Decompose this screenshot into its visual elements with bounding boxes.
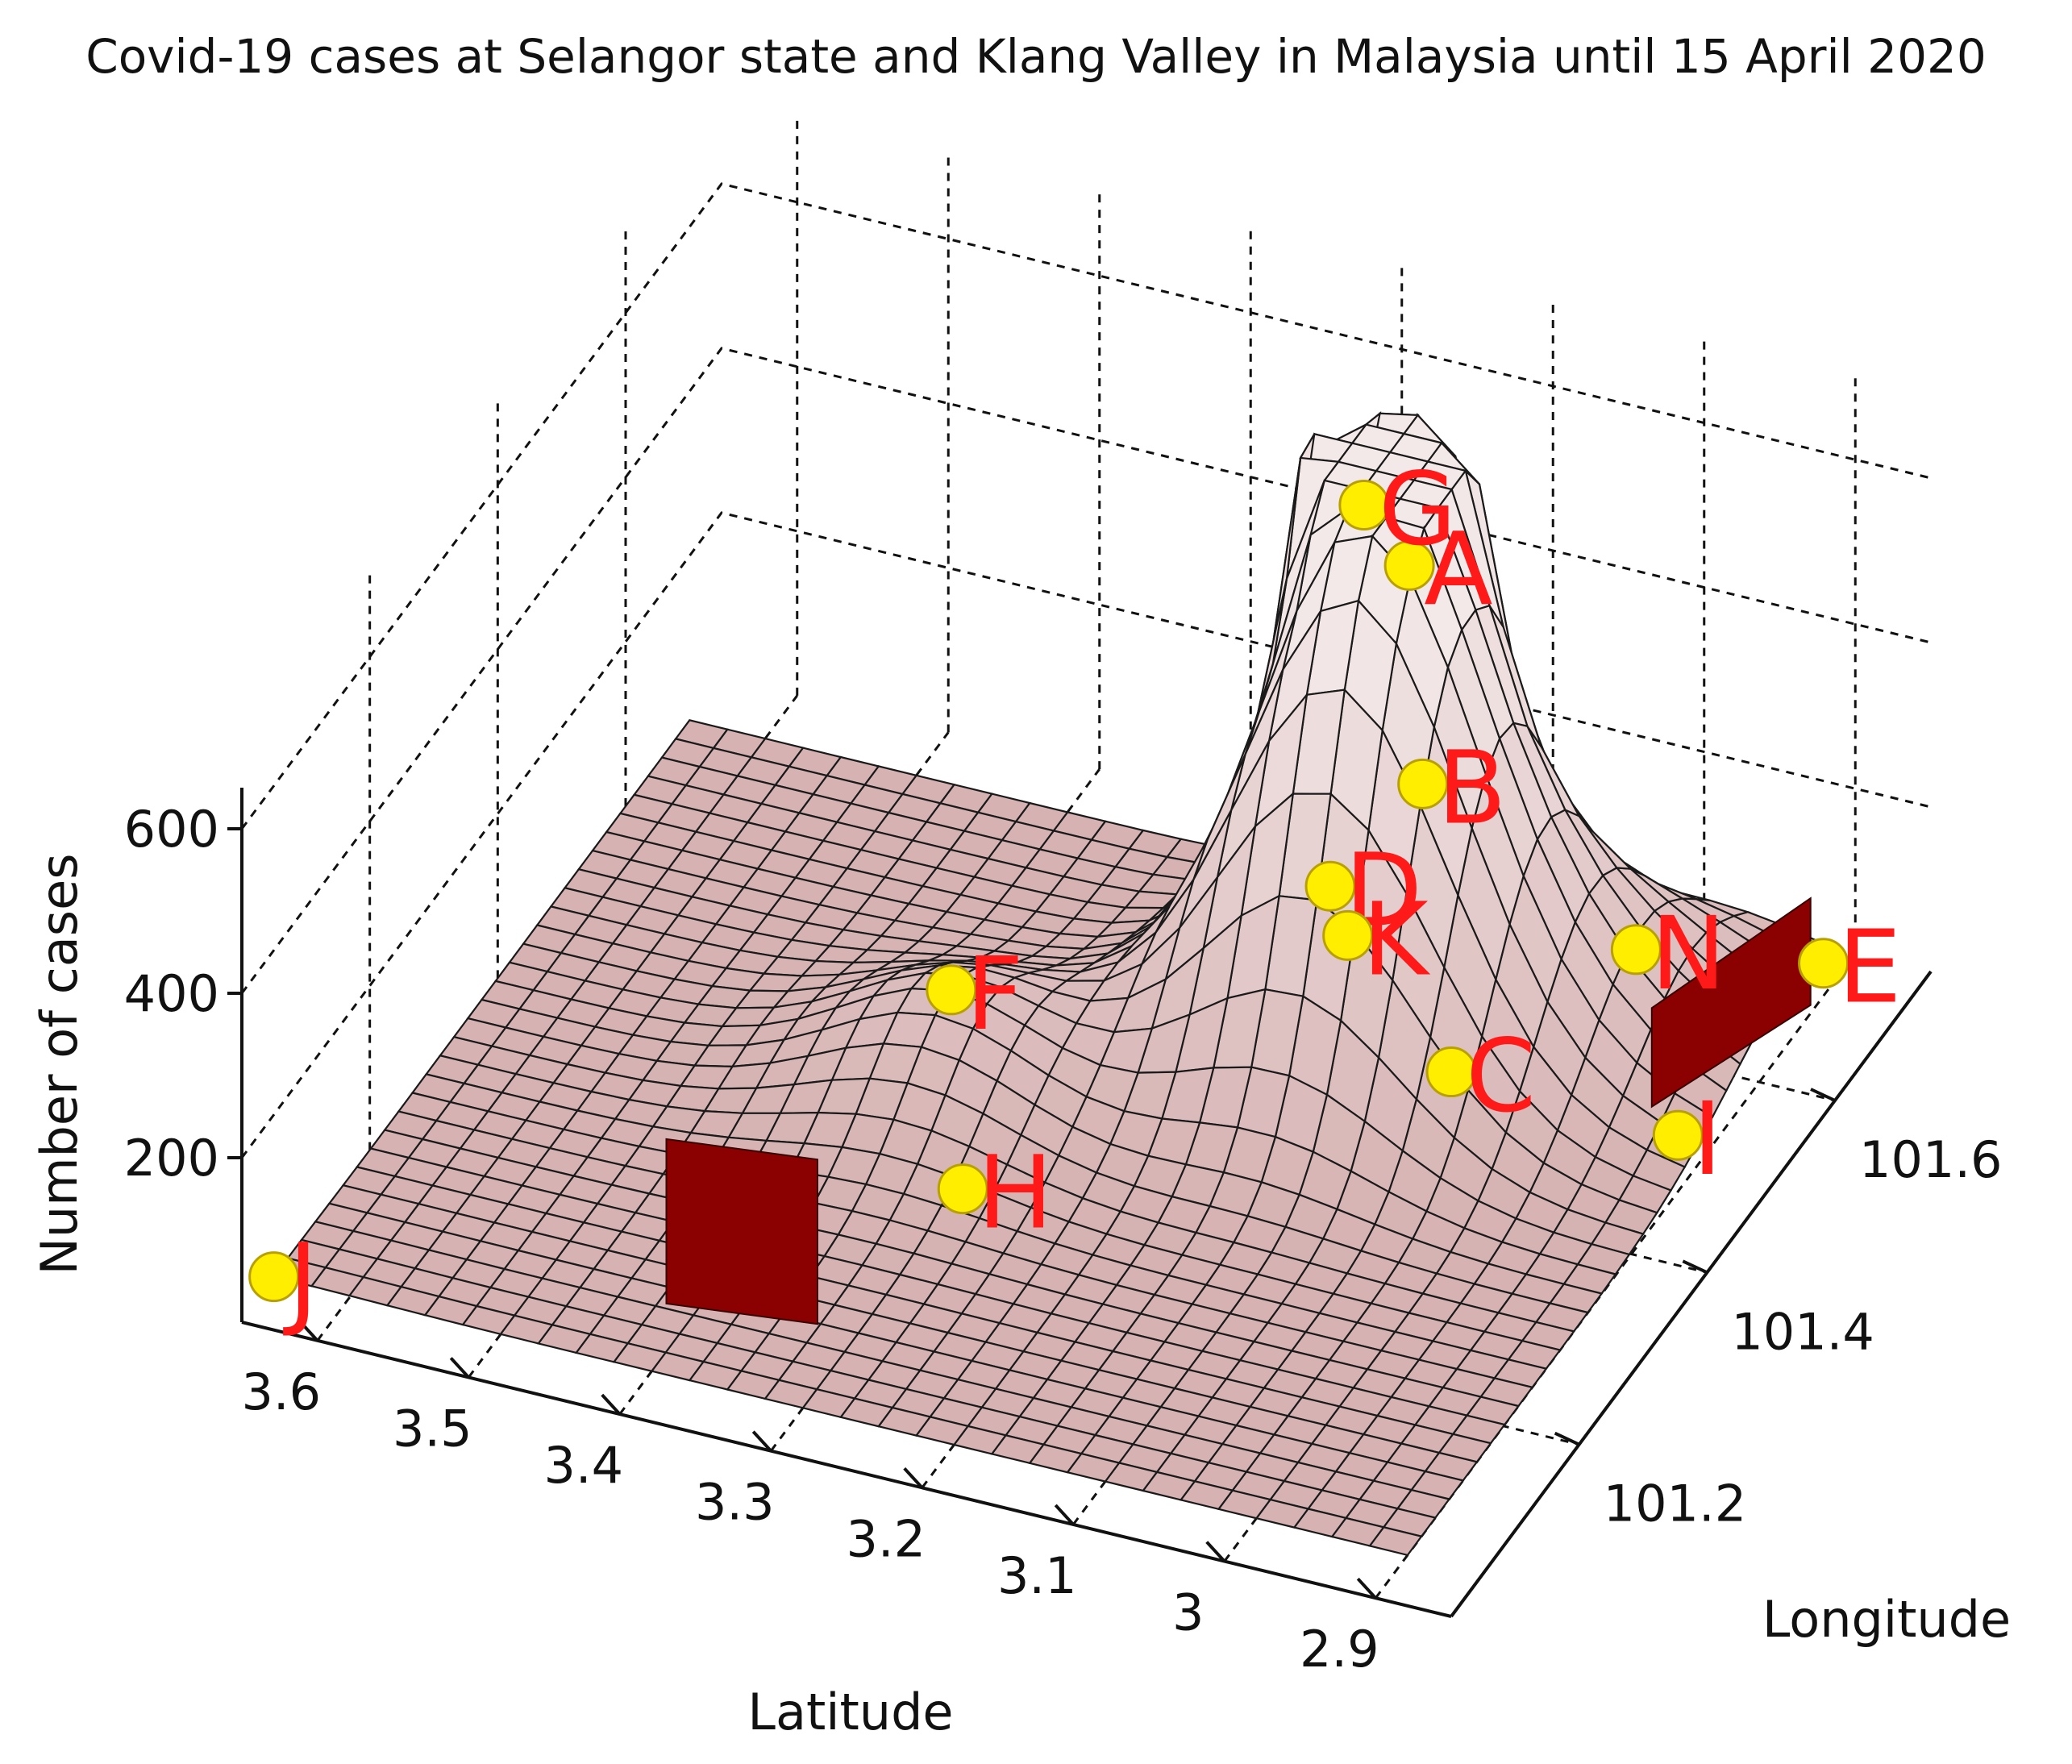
y-tick-label: 101.4 — [1731, 1302, 1874, 1361]
z-tick-label: 400 — [124, 964, 219, 1023]
surface-mesh — [272, 411, 1825, 1557]
data-point-label: K — [1363, 881, 1431, 998]
y-axis-label: Longitude — [1762, 1590, 2011, 1649]
data-point-marker — [1425, 1046, 1477, 1098]
x-tick-mark — [903, 1467, 924, 1489]
y-tick-label: 101.2 — [1604, 1475, 1746, 1533]
data-point-label: H — [977, 1135, 1053, 1252]
x-tick-mark — [1054, 1504, 1075, 1526]
y-tick-mark — [1682, 1259, 1708, 1275]
data-point-label: N — [1650, 896, 1726, 1013]
tick-labels: 3.6 3.5 3.4 3.3 3.2 3.1 3 2.9 101.2 101.4 101.6 200… — [124, 800, 2003, 1679]
x-axis-label: Latitude — [747, 1683, 953, 1741]
data-point-label: E — [1838, 909, 1902, 1026]
y-axis-line — [1450, 970, 1933, 1618]
grid-line — [240, 511, 1932, 1159]
x-tick-label: 3.2 — [846, 1509, 926, 1568]
z-axis-label: Number of cases — [30, 853, 89, 1275]
data-point-marker — [1652, 1109, 1704, 1161]
data-point-marker — [1610, 924, 1662, 976]
x-tick-label: 3.3 — [695, 1473, 775, 1532]
x-tick-mark — [751, 1430, 772, 1453]
x-tick-mark — [601, 1393, 622, 1416]
x-tick-label: 3 — [1172, 1583, 1204, 1642]
chart-title: Covid-19 cases at Selangor state and Kla… — [85, 29, 1987, 84]
data-point-label: I — [1692, 1081, 1722, 1198]
data-point-marker — [1338, 479, 1390, 530]
data-point-label: G — [1379, 451, 1457, 568]
x-tick-label: 3.4 — [543, 1436, 623, 1495]
data-point-marker — [248, 1251, 300, 1303]
data-point-label: B — [1438, 730, 1507, 847]
x-tick-mark — [449, 1357, 470, 1379]
data-point-marker — [1304, 860, 1356, 912]
x-tick-mark — [298, 1320, 319, 1342]
y-tick-label: 101.6 — [1859, 1130, 2003, 1189]
data-point-label: F — [966, 936, 1024, 1053]
z-tick-label: 200 — [124, 1129, 219, 1188]
grid-line — [240, 347, 1932, 994]
x-tick-label: 3.5 — [393, 1399, 472, 1458]
axes — [227, 788, 1933, 1618]
y-tick-mark — [1554, 1431, 1580, 1446]
x-tick-label: 2.9 — [1300, 1620, 1379, 1679]
data-point-label: A — [1424, 511, 1493, 628]
data-point-marker — [1383, 539, 1435, 591]
surface-dark-patch — [1650, 897, 1812, 1109]
surface-dark-patch — [665, 1138, 818, 1325]
data-point-label: C — [1466, 1018, 1536, 1135]
z-tick-label: 600 — [124, 800, 219, 859]
data-point-marker — [937, 1163, 988, 1215]
x-tick-mark — [1356, 1577, 1377, 1600]
x-tick-label: 3.1 — [997, 1546, 1077, 1605]
grid-line — [240, 182, 1932, 830]
x-tick-mark — [1205, 1541, 1226, 1562]
y-tick-mark — [1810, 1088, 1836, 1102]
data-point-marker — [1397, 758, 1449, 809]
data-point-marker — [1322, 909, 1374, 961]
x-tick-label: 3.6 — [241, 1363, 321, 1421]
x-axis-line — [241, 1321, 1452, 1618]
data-point-marker — [926, 964, 977, 1016]
data-point-marker — [1798, 938, 1849, 989]
data-point-label: J — [283, 1223, 318, 1340]
